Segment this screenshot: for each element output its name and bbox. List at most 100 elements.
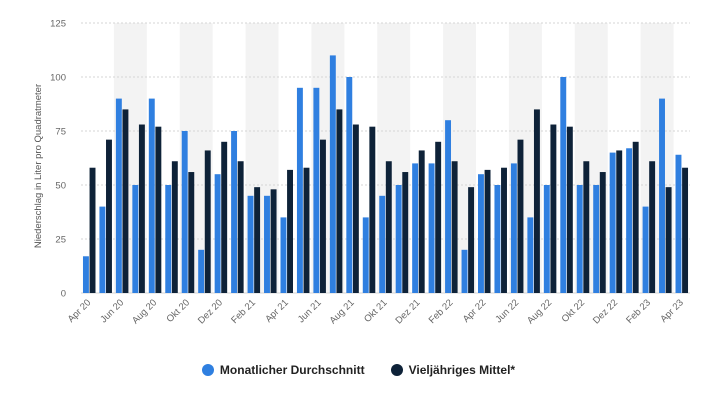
bar-longterm (336, 109, 343, 294)
legend: Monatlicher Durchschnitt Vieljähriges Mi… (0, 363, 717, 377)
bar-longterm (319, 139, 326, 293)
bar-monthly (642, 206, 649, 293)
legend-item-longterm[interactable]: Vieljähriges Mittel* (390, 363, 516, 377)
bar-monthly (543, 185, 550, 293)
bar-longterm (221, 141, 228, 293)
x-tick-label: Dez 20 (196, 297, 225, 326)
bar-longterm (237, 161, 244, 293)
bar-longterm (171, 161, 178, 293)
x-tick-label: Feb 22 (427, 297, 456, 326)
bar-monthly (132, 185, 139, 293)
bar-monthly (593, 185, 600, 293)
bar-longterm (287, 169, 293, 293)
y-tick-label: 125 (50, 19, 66, 30)
y-tick-label: 75 (55, 127, 66, 138)
x-tick-label: Jun 21 (296, 297, 324, 325)
bar-longterm (682, 167, 689, 293)
x-tick-label: Apr 22 (461, 297, 489, 325)
x-tick-label: Aug 21 (328, 297, 357, 326)
legend-label-longterm: Vieljähriges Mittel* (408, 363, 516, 377)
background-bands (113, 23, 674, 293)
bar-longterm (599, 172, 606, 293)
legend-marker-monthly (201, 364, 214, 376)
bar-longterm (418, 150, 425, 293)
x-tick-label: Okt 20 (165, 297, 193, 325)
bar-longterm (484, 169, 491, 293)
bar-longterm (402, 172, 409, 293)
x-tick-label: Dez 21 (393, 297, 422, 326)
x-tick-label: Dez 22 (591, 297, 620, 326)
bar-monthly (280, 217, 287, 293)
bar-monthly (329, 55, 336, 294)
bar-monthly (494, 185, 501, 293)
y-axis-tick-labels: 0 25 50 75 100 125 (50, 19, 66, 300)
bar-longterm (468, 187, 475, 293)
bar-longterm (451, 161, 458, 293)
bar-longterm (665, 187, 672, 293)
bar-longterm (616, 150, 623, 293)
y-axis-label: Niederschlag in Liter pro Quadratmeter (33, 84, 44, 248)
bar-monthly (82, 256, 89, 293)
bars (82, 55, 689, 294)
bar-longterm (517, 139, 524, 293)
x-tick-label: Okt 21 (362, 297, 390, 325)
bar-monthly (231, 131, 238, 293)
bar-monthly (659, 98, 665, 293)
x-tick-label: Aug 20 (130, 297, 159, 326)
y-tick-label: 50 (55, 181, 66, 192)
x-tick-label: Aug 22 (525, 297, 554, 326)
x-tick-label: Apr 21 (263, 297, 291, 325)
bar-monthly (675, 154, 682, 293)
bar-longterm (566, 126, 573, 294)
x-tick-label: Apr 23 (658, 297, 686, 325)
bar-longterm (89, 167, 96, 293)
bar-longterm (155, 126, 162, 294)
bar-monthly (296, 87, 303, 293)
bar-monthly (99, 206, 106, 293)
bar-monthly (461, 249, 468, 293)
bar-monthly (395, 185, 402, 293)
bar-longterm (550, 124, 557, 294)
bar-longterm (254, 187, 261, 293)
bar-monthly (148, 98, 155, 293)
bar-longterm (533, 109, 540, 294)
bar-longterm (385, 161, 392, 293)
x-tick-label: Apr 20 (66, 297, 94, 325)
bar-longterm (122, 109, 129, 294)
legend-item-monthly[interactable]: Monatlicher Durchschnitt (201, 363, 365, 377)
legend-marker-longterm (390, 364, 403, 376)
bar-monthly (478, 174, 484, 293)
bar-longterm (632, 141, 639, 293)
bar-monthly (626, 148, 633, 293)
bar-longterm (204, 150, 211, 293)
bar-monthly (264, 195, 270, 293)
bar-monthly (379, 195, 386, 293)
bar-monthly (313, 87, 320, 293)
bar-monthly (247, 195, 254, 293)
bar-longterm (138, 124, 145, 294)
bar-monthly (510, 163, 517, 293)
bar-longterm (106, 139, 112, 293)
y-tick-label: 0 (61, 289, 66, 300)
bar-longterm (501, 167, 507, 293)
bar-monthly (560, 77, 567, 293)
bar-longterm (303, 167, 310, 293)
bar-monthly (609, 152, 616, 293)
bar-monthly (181, 131, 188, 293)
bar-longterm (649, 161, 656, 293)
x-tick-label: Feb 21 (229, 297, 258, 326)
x-tick-label: Jun 20 (98, 297, 126, 325)
x-tick-label: Okt 22 (560, 297, 588, 325)
y-tick-label: 25 (55, 235, 66, 246)
legend-label-monthly: Monatlicher Durchschnitt (219, 363, 365, 377)
bar-monthly (165, 185, 172, 293)
bar-monthly (362, 217, 369, 293)
y-tick-label: 100 (50, 73, 66, 84)
x-tick-label: Feb 23 (624, 297, 653, 326)
x-axis-tick-labels: Apr 20 Jun 20 Aug 20 Okt 20 Dez 20 Feb 21 Apr … (66, 297, 686, 326)
bar-monthly (527, 217, 534, 293)
bar-longterm (435, 141, 442, 293)
bar-longterm (583, 161, 590, 293)
bar-longterm (188, 172, 195, 293)
bar-monthly (445, 120, 452, 293)
